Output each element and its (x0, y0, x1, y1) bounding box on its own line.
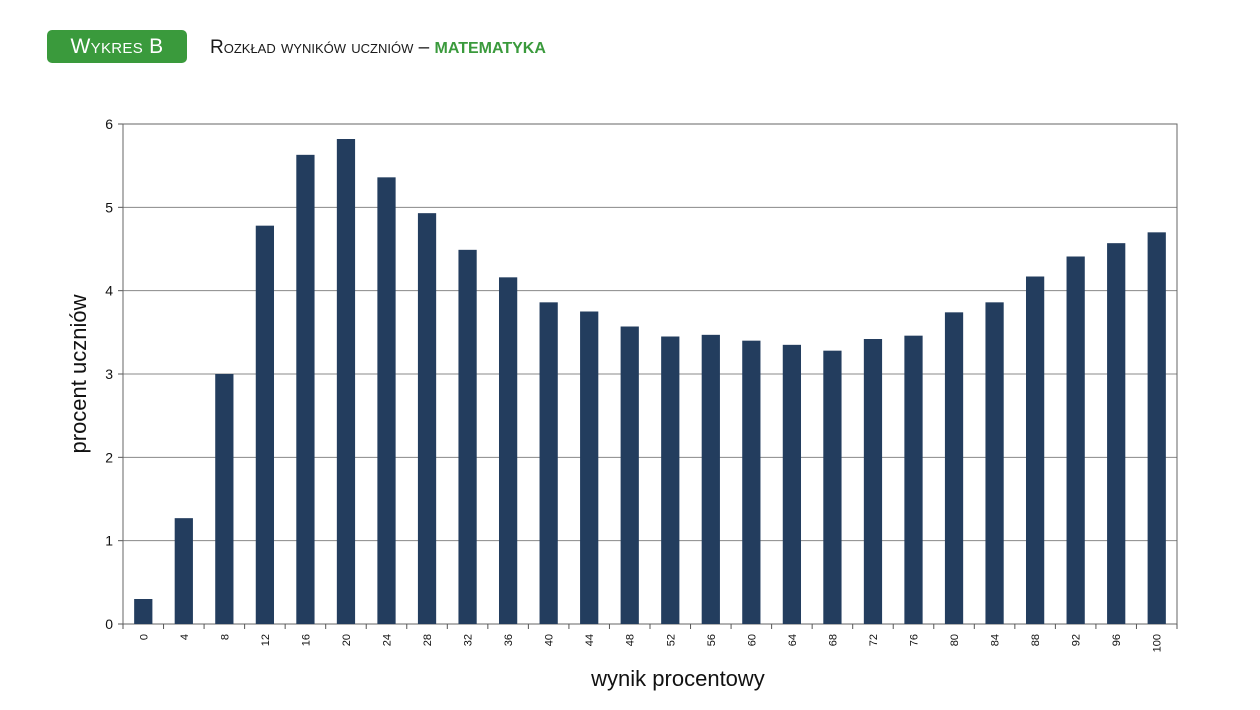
bar-52 (661, 336, 680, 624)
x-tick-label: 56 (706, 634, 718, 646)
x-tick-label: 40 (544, 634, 556, 646)
bar-96 (1107, 243, 1126, 624)
y-tick-label: 2 (105, 449, 113, 465)
bar-44 (580, 311, 599, 624)
y-tick-label: 1 (105, 533, 113, 549)
bar-76 (904, 335, 923, 624)
bar-80 (944, 312, 964, 624)
bar-48 (620, 326, 639, 624)
bar-32 (458, 249, 477, 625)
bar-16 (296, 154, 315, 625)
chart-title-main: Rozkład wyników uczniów – (210, 37, 435, 58)
x-tick-label: 64 (787, 634, 799, 646)
x-tick-label: 44 (584, 634, 596, 646)
x-axis-label: wynik procentowy (590, 666, 765, 691)
x-tick-label: 36 (503, 634, 515, 646)
x-tick-label: 92 (1071, 634, 1083, 646)
x-tick-label: 28 (422, 634, 434, 646)
bar-24 (377, 177, 396, 625)
x-tick-label: 96 (1111, 634, 1123, 646)
x-tick-label: 48 (625, 634, 637, 646)
bar-12 (255, 225, 275, 624)
y-tick-label: 4 (105, 283, 113, 299)
y-tick-label: 5 (105, 199, 113, 215)
bar-68 (823, 350, 842, 624)
chart-badge: Wykres B (47, 30, 187, 63)
bar-72 (863, 339, 883, 624)
x-tick-label: 84 (990, 634, 1002, 646)
chart-title-subject: MATEMATYKA (434, 40, 546, 57)
chart-title: Rozkład wyników uczniów – MATEMATYKA (210, 37, 546, 59)
bar-28 (417, 213, 437, 624)
x-tick-label: 4 (179, 634, 191, 640)
x-tick-label: 100 (1152, 634, 1164, 652)
y-tick-label: 6 (105, 116, 113, 132)
x-tick-label: 76 (909, 634, 921, 646)
bar-84 (985, 302, 1004, 624)
y-tick-label: 3 (105, 366, 113, 382)
bar-64 (782, 344, 802, 624)
bar-20 (336, 139, 356, 624)
x-tick-label: 20 (341, 634, 353, 646)
x-tick-label: 8 (219, 634, 231, 640)
x-tick-label: 32 (463, 634, 475, 646)
bar-60 (742, 340, 761, 624)
x-tick-label: 88 (1030, 634, 1042, 646)
x-tick-label: 0 (138, 634, 150, 640)
x-tick-label: 12 (260, 634, 272, 646)
x-tick-label: 16 (300, 634, 312, 646)
x-tick-label: 60 (746, 634, 758, 646)
bar-36 (498, 277, 518, 624)
bar-4 (174, 518, 193, 624)
x-tick-label: 52 (665, 634, 677, 646)
x-tick-label: 68 (827, 634, 839, 646)
x-tick-label: 80 (949, 634, 961, 646)
bar-100 (1147, 232, 1166, 625)
bar-0 (134, 599, 153, 624)
bar-88 (1025, 276, 1045, 624)
x-tick-label: 24 (382, 634, 394, 646)
bar-40 (539, 302, 558, 624)
x-tick-label: 72 (868, 634, 880, 646)
y-axis-label: procent uczniów (66, 294, 91, 453)
y-tick-label: 0 (105, 616, 113, 632)
bar-92 (1066, 256, 1085, 624)
bar-56 (701, 334, 720, 624)
bar-8 (215, 374, 234, 624)
